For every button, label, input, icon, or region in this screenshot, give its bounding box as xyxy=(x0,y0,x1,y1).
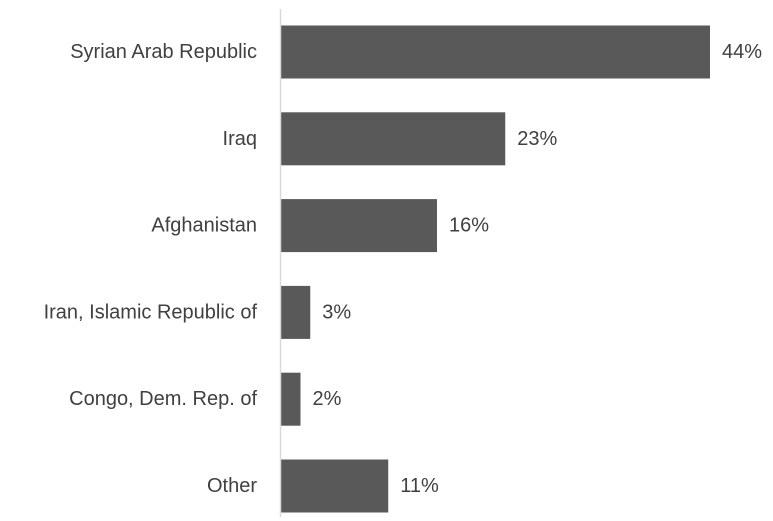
category-labels-group: Syrian Arab Republic Iraq Afghanistan Iran,… xyxy=(44,41,258,497)
bar-iraq xyxy=(281,112,506,166)
category-label-congo-dem-rep-of: Congo, Dem. Rep. of xyxy=(69,388,257,410)
bar-syrian-arab-republic xyxy=(281,25,710,79)
bar-afghanistan xyxy=(281,199,437,253)
value-label-iran-islamic-republic-of: 3% xyxy=(322,301,351,323)
category-label-syrian-arab-republic: Syrian Arab Republic xyxy=(70,41,257,63)
bar-iran-islamic-republic-of xyxy=(281,285,311,339)
value-label-afghanistan: 16% xyxy=(449,215,489,237)
category-label-afghanistan: Afghanistan xyxy=(151,215,257,237)
value-label-other: 11% xyxy=(400,475,439,497)
bar-congo-dem-rep-of xyxy=(281,372,301,426)
value-label-iraq: 23% xyxy=(517,128,557,150)
category-label-other: Other xyxy=(207,475,257,497)
bars-group xyxy=(281,25,710,513)
bar-other xyxy=(281,459,389,513)
value-labels-group: 44% 23% 16% 3% 2% 11% xyxy=(313,41,763,497)
category-label-iraq: Iraq xyxy=(223,128,257,150)
value-label-syrian-arab-republic: 44% xyxy=(722,41,762,63)
value-label-congo-dem-rep-of: 2% xyxy=(313,388,342,410)
category-label-iran-islamic-republic-of: Iran, Islamic Republic of xyxy=(44,301,258,323)
